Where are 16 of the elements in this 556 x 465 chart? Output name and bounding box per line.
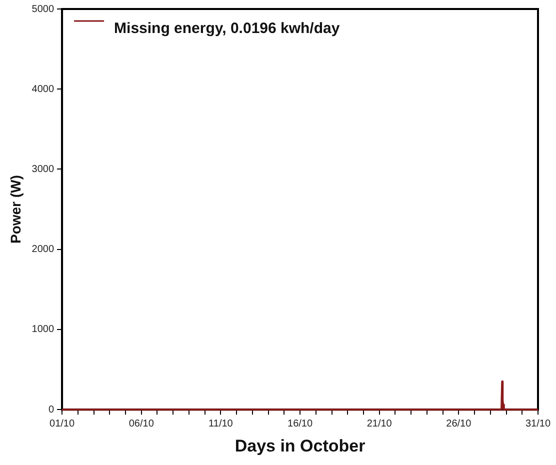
x-tick-label: 31/10 bbox=[525, 418, 551, 430]
y-tick-label: 4000 bbox=[32, 84, 54, 95]
x-tick-label: 11/10 bbox=[208, 418, 234, 430]
y-tick-label: 0 bbox=[48, 404, 54, 416]
x-tick-label: 26/10 bbox=[446, 418, 472, 430]
y-tick-label: 2000 bbox=[32, 244, 54, 256]
x-tick-label: 16/10 bbox=[288, 418, 313, 430]
x-tick-label: 01/10 bbox=[50, 418, 75, 430]
x-axis-title: Days in October bbox=[234, 436, 366, 456]
y-axis-title: Power (W) bbox=[7, 175, 24, 244]
x-tick-label: 06/10 bbox=[128, 418, 154, 430]
y-tick-label: 1000 bbox=[32, 324, 54, 336]
legend-label: Missing energy, 0.0196 kwh/day bbox=[114, 20, 340, 38]
x-tick-label: 21/10 bbox=[366, 418, 392, 430]
y-tick-label: 5000 bbox=[32, 4, 54, 15]
y-tick-label: 3000 bbox=[32, 164, 54, 175]
